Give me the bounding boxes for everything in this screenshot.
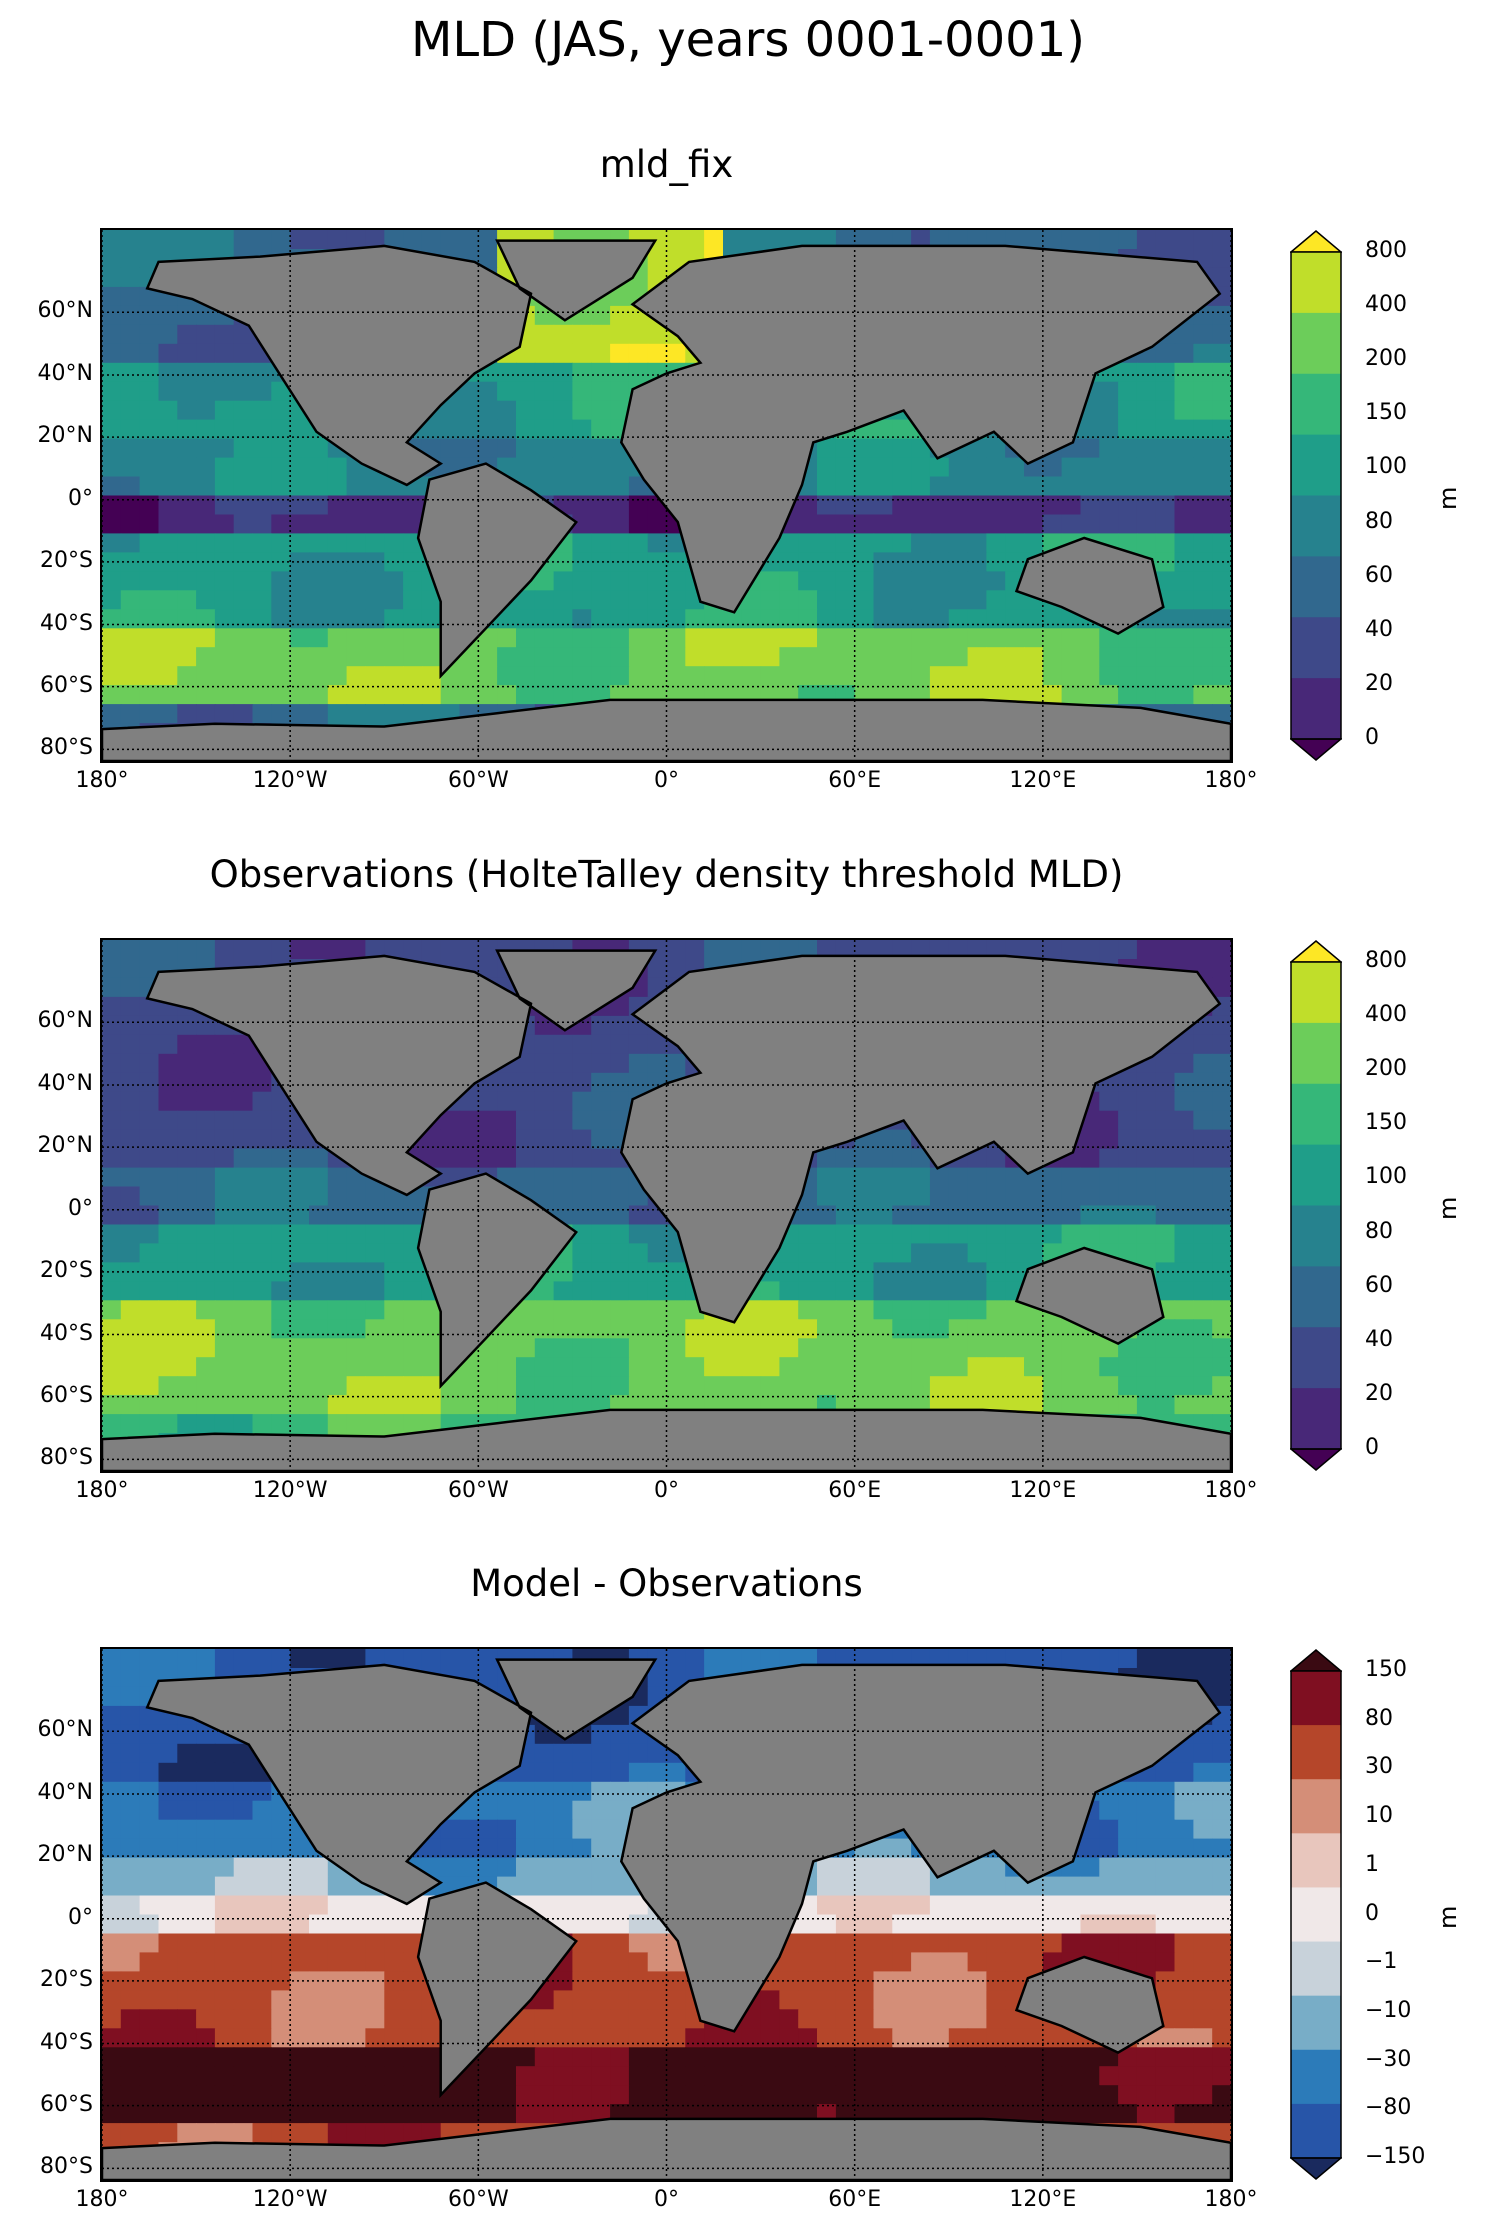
colorbar-tick-label: 80 xyxy=(1365,508,1393,534)
lon-tick-label: 120°E xyxy=(1009,768,1077,793)
lon-tick-label: 180° xyxy=(1204,768,1258,793)
colorbar-unit-label: m xyxy=(1434,486,1462,510)
colorbar-canvas xyxy=(1288,1649,1344,2180)
lat-tick-label: 20°N xyxy=(37,1133,93,1159)
map-canvas xyxy=(102,940,1231,1471)
colorbar-tick-label: 150 xyxy=(1365,1657,1407,1682)
lon-tick-label: 180° xyxy=(75,2187,129,2212)
colorbar-tick-label: 400 xyxy=(1365,1002,1407,1028)
lon-tick-label: 60°W xyxy=(447,1478,509,1503)
panel-1-colorbar xyxy=(1288,230,1344,765)
lat-tick-label: 0° xyxy=(68,1904,93,1930)
colorbar-tick-label: 80 xyxy=(1365,1705,1393,1731)
lat-tick-label: 20°N xyxy=(37,423,93,449)
lon-tick-label: 120°W xyxy=(252,1478,328,1503)
colorbar-tick-label: 0 xyxy=(1365,1900,1379,1926)
lat-tick-label: 60°N xyxy=(37,1717,93,1743)
lon-tick-label: 120°E xyxy=(1009,1478,1077,1503)
figure-title: MLD (JAS, years 0001-0001) xyxy=(411,12,1085,68)
lon-tick-label: 60°E xyxy=(828,1478,882,1503)
colorbar-canvas xyxy=(1288,230,1344,761)
colorbar-tick-label: 0 xyxy=(1365,1435,1379,1460)
lon-tick-label: 60°W xyxy=(447,2187,509,2212)
colorbar-tick-label: 0 xyxy=(1365,725,1379,750)
lat-tick-label: 20°S xyxy=(40,1966,93,1992)
lat-tick-label: 0° xyxy=(68,1195,93,1221)
lat-tick-label: 40°N xyxy=(37,1070,93,1096)
lat-tick-label: 60°S xyxy=(40,1382,93,1408)
lat-tick-label: 60°S xyxy=(40,672,93,698)
colorbar-tick-label: 40 xyxy=(1365,1326,1393,1352)
colorbar-tick-label: −30 xyxy=(1365,2046,1412,2072)
lat-tick-label: 40°S xyxy=(40,610,93,636)
map-canvas xyxy=(102,1649,1231,2180)
panel-3-colorbar xyxy=(1288,1649,1344,2184)
lon-tick-label: 120°W xyxy=(252,768,328,793)
colorbar-tick-label: −1 xyxy=(1365,1949,1398,1975)
lat-tick-label: 60°S xyxy=(40,2091,93,2117)
lat-tick-label: 40°S xyxy=(40,2029,93,2055)
lon-tick-label: 0° xyxy=(654,1478,679,1503)
lon-tick-label: 60°E xyxy=(828,768,882,793)
lat-tick-label: 60°N xyxy=(37,298,93,324)
colorbar-tick-label: 60 xyxy=(1365,1272,1393,1298)
colorbar-tick-label: 30 xyxy=(1365,1754,1393,1780)
lon-tick-label: 0° xyxy=(654,768,679,793)
colorbar-tick-label: 60 xyxy=(1365,562,1393,588)
panel-2-map xyxy=(100,938,1233,1473)
colorbar-tick-label: 800 xyxy=(1365,948,1407,973)
panel-1-title: mld_fix xyxy=(599,143,734,186)
colorbar-tick-label: 200 xyxy=(1365,1056,1407,1082)
colorbar-tick-label: 400 xyxy=(1365,292,1407,318)
colorbar-tick-label: 1 xyxy=(1365,1851,1379,1877)
lat-tick-label: 20°S xyxy=(40,1257,93,1283)
lon-tick-label: 0° xyxy=(654,2187,679,2212)
lon-tick-label: 180° xyxy=(75,1478,129,1503)
colorbar-tick-label: −10 xyxy=(1365,1997,1412,2023)
lat-tick-label: 40°N xyxy=(37,1779,93,1805)
colorbar-tick-label: −150 xyxy=(1365,2144,1426,2169)
lon-tick-label: 60°E xyxy=(828,2187,882,2212)
colorbar-canvas xyxy=(1288,940,1344,1471)
panel-2-colorbar xyxy=(1288,940,1344,1475)
colorbar-tick-label: 80 xyxy=(1365,1218,1393,1244)
lon-tick-label: 120°E xyxy=(1009,2187,1077,2212)
colorbar-tick-label: 20 xyxy=(1365,1380,1393,1406)
colorbar-tick-label: 100 xyxy=(1365,1164,1407,1190)
lat-tick-label: 0° xyxy=(68,485,93,511)
colorbar-tick-label: 200 xyxy=(1365,346,1407,372)
colorbar-tick-label: 10 xyxy=(1365,1803,1393,1829)
lat-tick-label: 80°S xyxy=(40,735,93,761)
colorbar-unit-label: m xyxy=(1434,1905,1462,1929)
colorbar-tick-label: −80 xyxy=(1365,2095,1412,2121)
lat-tick-label: 40°S xyxy=(40,1320,93,1346)
lon-tick-label: 180° xyxy=(1204,1478,1258,1503)
colorbar-unit-label: m xyxy=(1434,1196,1462,1220)
lon-tick-label: 60°W xyxy=(447,768,509,793)
lat-tick-label: 20°N xyxy=(37,1842,93,1868)
lat-tick-label: 80°S xyxy=(40,1445,93,1471)
panel-3-map xyxy=(100,1647,1233,2182)
panel-2-title: Observations (HolteTalley density thresh… xyxy=(209,853,1124,896)
lat-tick-label: 20°S xyxy=(40,547,93,573)
map-canvas xyxy=(102,230,1231,761)
colorbar-tick-label: 20 xyxy=(1365,670,1393,696)
colorbar-tick-label: 100 xyxy=(1365,454,1407,480)
panel-1-map xyxy=(100,228,1233,763)
lon-tick-label: 180° xyxy=(1204,2187,1258,2212)
panel-3-title: Model - Observations xyxy=(470,1562,863,1605)
colorbar-tick-label: 800 xyxy=(1365,238,1407,263)
lat-tick-label: 80°S xyxy=(40,2154,93,2180)
colorbar-tick-label: 40 xyxy=(1365,616,1393,642)
colorbar-tick-label: 150 xyxy=(1365,1110,1407,1136)
lon-tick-label: 180° xyxy=(75,768,129,793)
lat-tick-label: 60°N xyxy=(37,1008,93,1034)
colorbar-tick-label: 150 xyxy=(1365,400,1407,426)
lat-tick-label: 40°N xyxy=(37,360,93,386)
lon-tick-label: 120°W xyxy=(252,2187,328,2212)
